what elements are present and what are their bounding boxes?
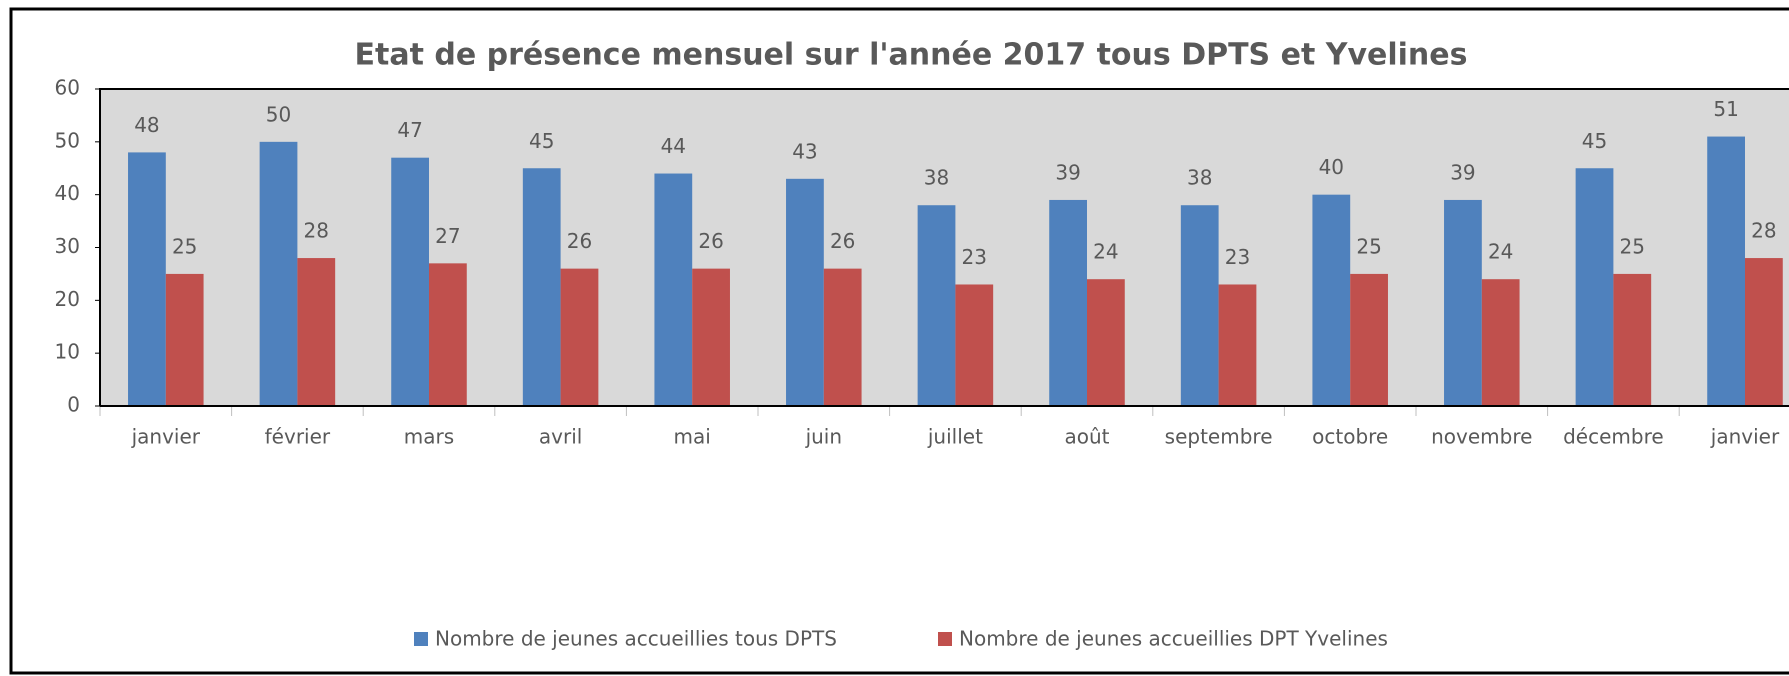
bar: [1180, 205, 1219, 406]
bar: [823, 268, 862, 406]
x-tick-label: avril: [539, 425, 582, 449]
value-label: 28: [304, 219, 329, 243]
bar: [560, 268, 599, 406]
bar: [955, 284, 994, 406]
value-label: 24: [1093, 240, 1118, 264]
y-tick-label: 50: [55, 128, 80, 152]
bar: [522, 168, 561, 406]
x-tick-label: août: [1064, 425, 1109, 449]
value-label: 51: [1713, 97, 1738, 121]
x-tick-label: janvier: [131, 425, 201, 449]
bar: [1218, 284, 1257, 406]
bar: [692, 268, 730, 406]
x-tick-label: décembre: [1563, 425, 1664, 449]
value-label: 38: [1187, 166, 1212, 190]
y-tick-label: 20: [55, 287, 80, 311]
bar: [165, 273, 204, 406]
legend-label: Nombre de jeunes accueillies tous DPTS: [435, 627, 837, 651]
bar: [1707, 136, 1745, 407]
x-tick-label: février: [265, 425, 331, 449]
bar: [429, 263, 467, 406]
x-tick-label: octobre: [1312, 425, 1388, 449]
value-label: 39: [1450, 160, 1475, 184]
value-label: 23: [1225, 245, 1250, 269]
legend-swatch: [414, 632, 428, 646]
x-tick-label: juillet: [927, 425, 983, 449]
bar: [1049, 199, 1087, 406]
bar: [1350, 273, 1388, 406]
bar: [1575, 168, 1614, 406]
bar: [1312, 194, 1351, 406]
x-tick-label: janvier: [1710, 425, 1780, 449]
value-label: 25: [1356, 234, 1381, 258]
value-label: 26: [698, 229, 723, 253]
value-label: 47: [397, 118, 422, 142]
chart-title: Etat de présence mensuel sur l'année 201…: [355, 38, 1468, 73]
value-label: 45: [529, 129, 554, 153]
value-label: 26: [830, 229, 855, 253]
bar: [654, 173, 693, 406]
bar: [297, 258, 336, 406]
value-label: 28: [1751, 219, 1776, 243]
bar: [128, 152, 166, 406]
value-label: 43: [792, 139, 817, 163]
value-label: 24: [1488, 240, 1513, 264]
x-tick-label: novembre: [1431, 425, 1532, 449]
value-label: 45: [1582, 129, 1607, 153]
value-label: 48: [134, 113, 159, 137]
y-tick-label: 10: [55, 340, 80, 364]
y-tick-label: 40: [55, 181, 80, 205]
bar: [1481, 279, 1520, 406]
legend-label: Nombre de jeunes accueillies DPT Yveline…: [959, 627, 1388, 651]
x-tick-label: mai: [674, 425, 711, 449]
value-label: 44: [661, 134, 686, 158]
value-label: 25: [172, 234, 197, 258]
x-tick-label: mars: [404, 425, 454, 449]
x-tick-label: septembre: [1165, 425, 1273, 449]
bar: [259, 141, 298, 407]
x-tick-label: juin: [805, 425, 842, 449]
bar: [917, 205, 956, 406]
bar: [1087, 279, 1125, 406]
value-label: 26: [567, 229, 592, 253]
y-tick-label: 30: [55, 234, 80, 258]
value-label: 40: [1319, 155, 1344, 179]
bar: [1444, 199, 1482, 406]
bar: [391, 157, 429, 406]
value-label: 50: [266, 102, 291, 126]
value-label: 25: [1620, 234, 1645, 258]
bar: [1613, 273, 1652, 406]
bar: [786, 178, 824, 406]
value-label: 38: [924, 166, 949, 190]
value-label: 23: [962, 245, 987, 269]
y-tick-label: 0: [67, 393, 80, 417]
value-label: 39: [1055, 160, 1080, 184]
legend-swatch: [938, 632, 952, 646]
bar: [1745, 258, 1783, 406]
value-label: 27: [435, 224, 460, 248]
y-tick-label: 60: [55, 76, 80, 100]
